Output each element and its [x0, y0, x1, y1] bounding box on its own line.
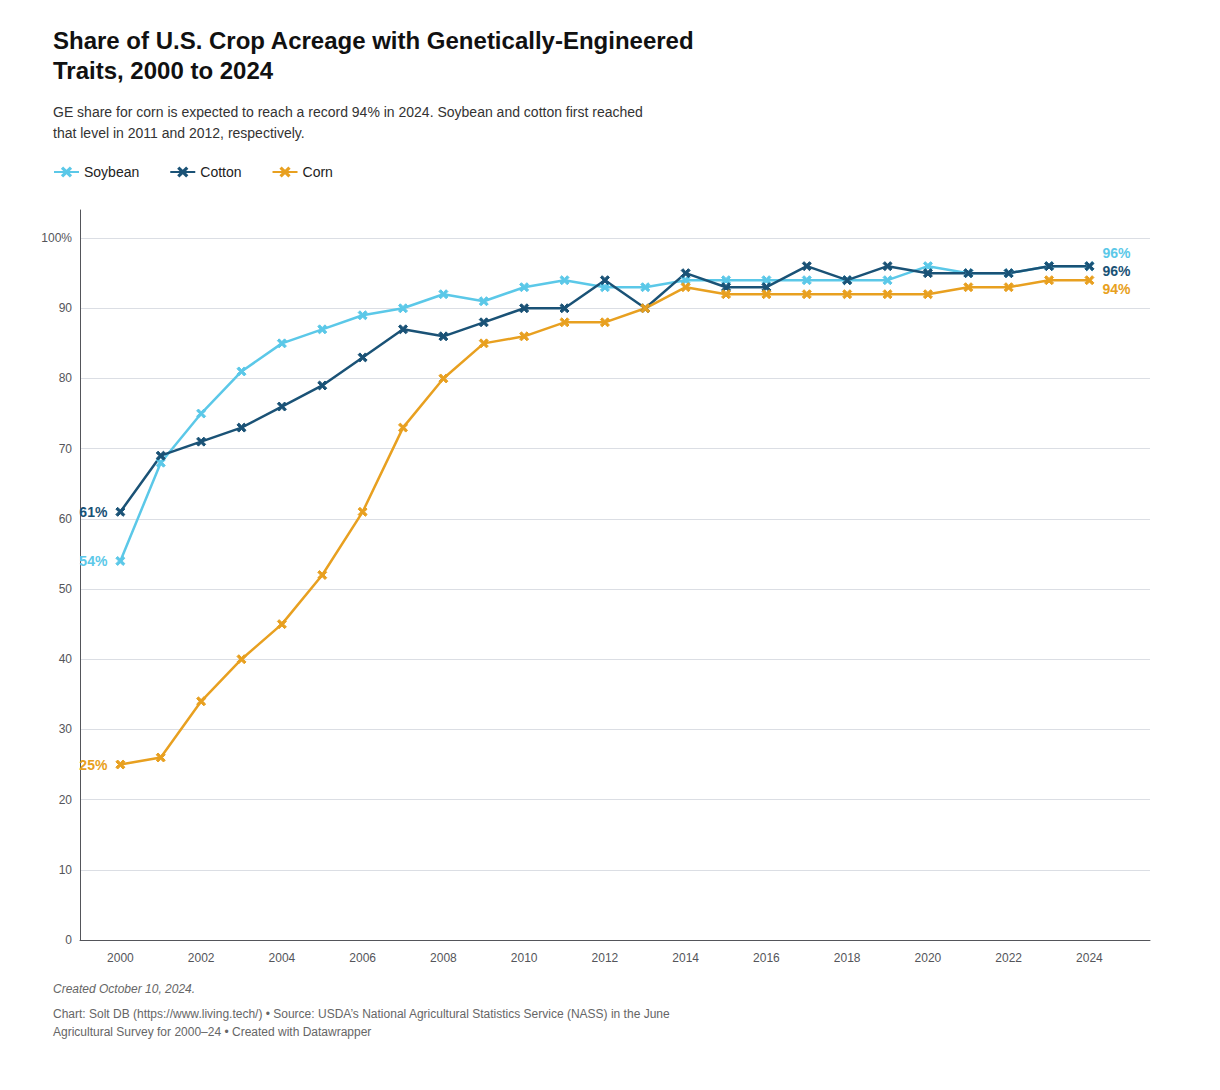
- svg-text:Share of U.S. Crop Acreage wit: Share of U.S. Crop Acreage with Genetica…: [53, 27, 694, 54]
- svg-text:GE share for corn is expected: GE share for corn is expected to reach a…: [53, 104, 643, 120]
- svg-text:2014: 2014: [672, 951, 699, 965]
- svg-text:96%: 96%: [1102, 263, 1131, 279]
- svg-text:20: 20: [59, 793, 73, 807]
- svg-text:Corn: Corn: [303, 164, 333, 180]
- svg-text:Agricultural Survey for 2000–2: Agricultural Survey for 2000–24 • Create…: [53, 1025, 371, 1039]
- svg-text:2020: 2020: [915, 951, 942, 965]
- svg-text:96%: 96%: [1102, 245, 1131, 261]
- svg-text:2018: 2018: [834, 951, 861, 965]
- svg-text:60: 60: [59, 512, 73, 526]
- svg-text:2024: 2024: [1076, 951, 1103, 965]
- svg-text:94%: 94%: [1102, 281, 1131, 297]
- svg-text:54%: 54%: [79, 553, 108, 569]
- svg-text:2004: 2004: [269, 951, 296, 965]
- svg-text:2006: 2006: [349, 951, 376, 965]
- svg-text:100%: 100%: [41, 231, 72, 245]
- svg-text:2010: 2010: [511, 951, 538, 965]
- svg-text:30: 30: [59, 722, 73, 736]
- svg-text:10: 10: [59, 863, 73, 877]
- svg-text:2016: 2016: [753, 951, 780, 965]
- svg-text:50: 50: [59, 582, 73, 596]
- svg-text:61%: 61%: [79, 504, 108, 520]
- svg-text:Created October 10, 2024.: Created October 10, 2024.: [53, 982, 195, 996]
- svg-text:25%: 25%: [79, 757, 108, 773]
- svg-text:2012: 2012: [592, 951, 619, 965]
- svg-text:2022: 2022: [995, 951, 1022, 965]
- svg-text:that level in 2011 and 2012, r: that level in 2011 and 2012, respectivel…: [53, 125, 305, 141]
- svg-text:Cotton: Cotton: [200, 164, 241, 180]
- svg-text:Chart: Solt DB (https://www.li: Chart: Solt DB (https://www.living.tech/…: [53, 1007, 670, 1021]
- svg-text:2000: 2000: [107, 951, 134, 965]
- svg-text:80: 80: [59, 371, 73, 385]
- svg-text:2002: 2002: [188, 951, 215, 965]
- svg-text:Soybean: Soybean: [84, 164, 139, 180]
- svg-text:90: 90: [59, 301, 73, 315]
- svg-text:0: 0: [65, 933, 72, 947]
- svg-text:70: 70: [59, 442, 73, 456]
- svg-text:2008: 2008: [430, 951, 457, 965]
- svg-text:40: 40: [59, 652, 73, 666]
- svg-text:Traits, 2000 to 2024: Traits, 2000 to 2024: [53, 57, 274, 84]
